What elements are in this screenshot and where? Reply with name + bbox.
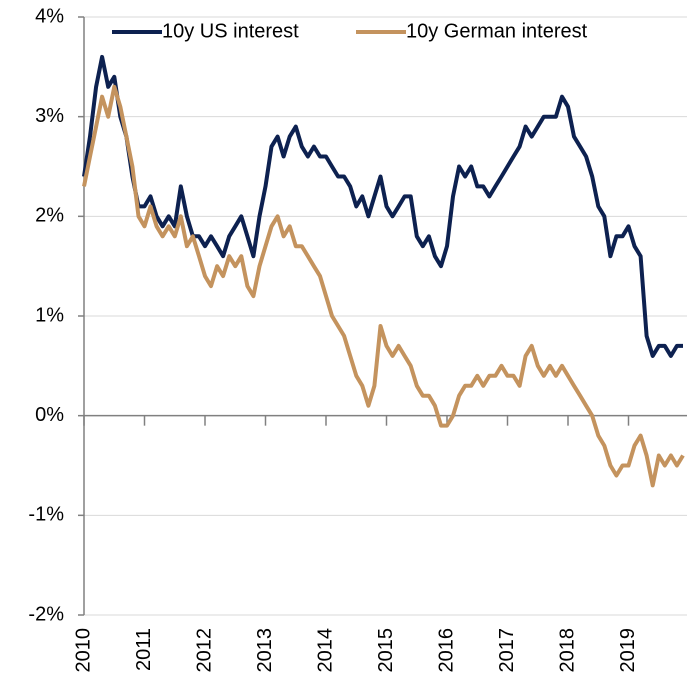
series-line (82, 84, 685, 488)
x-tick-label: 2019 (617, 628, 639, 673)
y-tick-label: -1% (28, 504, 64, 526)
y-tick-label: 2% (35, 205, 64, 227)
y-tick-label: 4% (35, 5, 64, 27)
x-tick-label: 2010 (72, 628, 94, 673)
legend-label: 10y German interest (406, 20, 588, 42)
x-tick-label: 2013 (254, 628, 276, 673)
x-tick-label: 2015 (375, 628, 397, 673)
x-tick-label: 2014 (314, 628, 336, 673)
x-tick-label: 2011 (133, 628, 155, 671)
x-tick-label: 2017 (496, 628, 518, 673)
y-tick-label: -2% (28, 603, 64, 625)
y-tick-label: 1% (35, 304, 64, 326)
x-tick-label: 2012 (193, 628, 215, 673)
y-tick-label: 3% (35, 105, 64, 127)
series-line (82, 54, 683, 358)
y-tick-label: 0% (35, 404, 64, 426)
legend-label: 10y US interest (162, 20, 299, 42)
x-tick-label: 2018 (556, 628, 578, 673)
x-tick-label: 2016 (435, 628, 457, 673)
